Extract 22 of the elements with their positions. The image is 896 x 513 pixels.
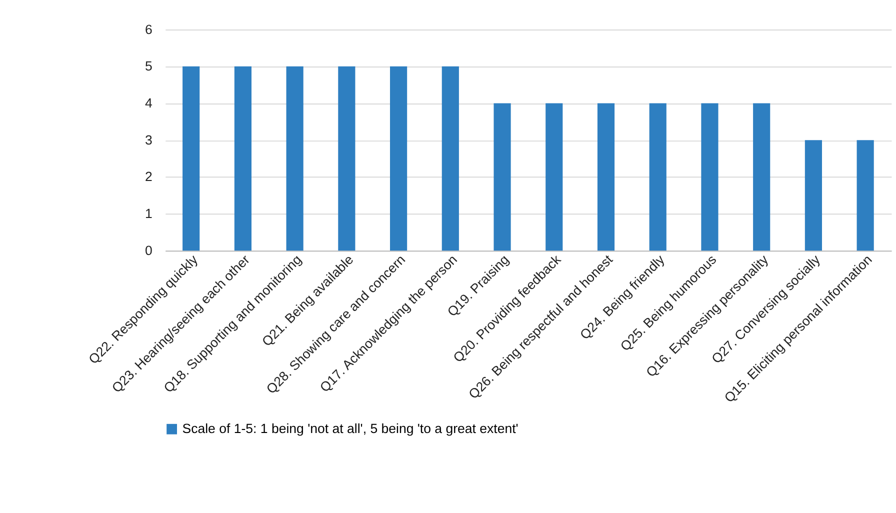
bar [182,66,200,251]
y-tick-label: 1 [144,206,152,222]
bar [804,140,822,251]
legend-label: Scale of 1-5: 1 being 'not at all', 5 being 'to a great extent' [182,420,518,436]
bar [390,66,408,251]
bar [753,103,770,251]
y-tick-label: 6 [144,22,152,37]
bar [701,103,718,251]
y-tick-label: 4 [144,96,152,111]
bar [546,103,563,251]
y-tick-label: 2 [144,169,152,184]
y-tick-label: 3 [144,132,152,148]
bar [856,140,874,251]
bar [597,103,615,251]
y-tick-label: 0 [144,242,152,258]
bar [494,103,511,251]
bar [234,66,252,251]
bar [338,66,356,251]
y-tick-label: 5 [144,58,152,74]
bar [649,103,666,251]
bar [442,66,459,251]
bar [286,66,304,251]
